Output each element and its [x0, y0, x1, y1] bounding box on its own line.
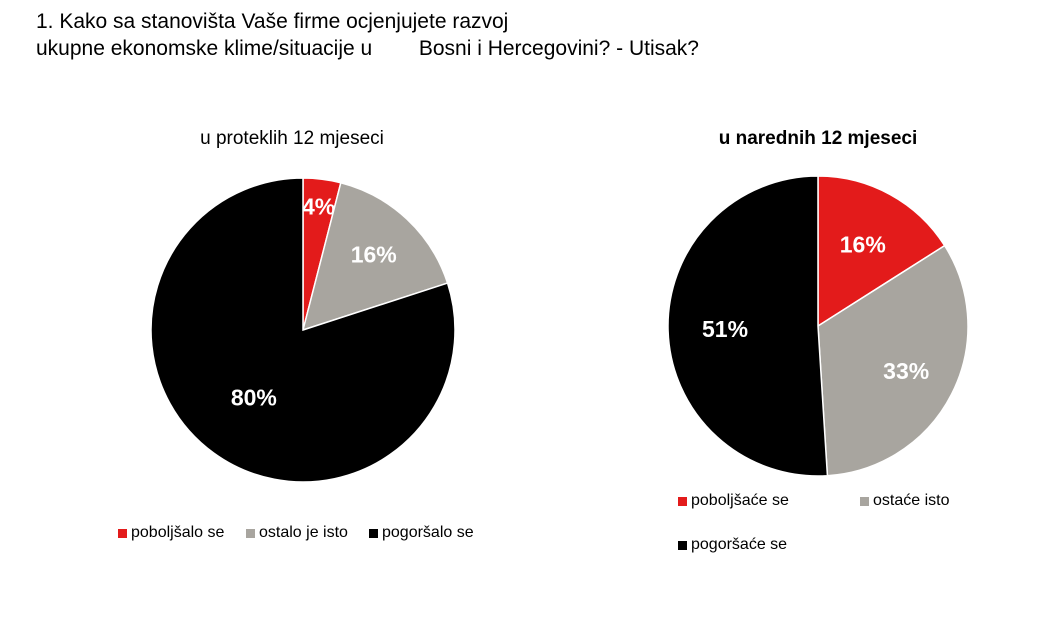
chart-2-slice-improved — [817, 175, 946, 328]
chart-1-legend-item-improved: poboljšalo se — [118, 524, 224, 542]
chart-2-slice-worse — [667, 175, 829, 477]
chart-1-slice-same — [301, 181, 449, 332]
page-title-line-1: 1. Kako sa stanovišta Vaše firme ocjenju… — [36, 10, 509, 33]
chart-2-slice-worse-label: 51% — [702, 316, 748, 342]
page-title-line-2: ukupne ekonomske klime/situacije u Bosni… — [36, 37, 699, 60]
chart-2-slice-same-label: 33% — [883, 358, 929, 384]
chart-1-title: u proteklih 12 mjeseci — [200, 128, 384, 149]
chart-1-slice-worse — [150, 177, 456, 483]
legend-label: ostalo je isto — [259, 524, 348, 541]
chart-2-legend-item-improve: poboljšaće se — [678, 492, 789, 510]
chart-1-legend-item-worse: pogoršalo se — [369, 524, 474, 542]
chart-1-slice-improved-label: 4% — [302, 193, 335, 219]
legend-swatch-black — [369, 528, 378, 538]
legend-swatch-red — [678, 496, 687, 506]
legend-swatch-gray — [860, 496, 869, 506]
chart-2-slice-improved-label: 16% — [840, 232, 886, 258]
legend-label: ostaće isto — [873, 492, 950, 509]
legend-label: pogoršaće se — [691, 536, 788, 553]
chart-1-slice-same-label: 16% — [351, 242, 397, 268]
legend-label: poboljšaće se — [691, 492, 789, 509]
chart-2-slice-same — [817, 244, 969, 477]
legend-swatch-black — [678, 540, 687, 550]
legend-label: pogoršalo se — [382, 524, 474, 541]
chart-2-legend-item-worse: pogoršaće se — [678, 536, 787, 554]
chart-2-title: u narednih 12 mjeseci — [718, 128, 918, 149]
chart-1-slice-worse-label: 80% — [231, 385, 277, 411]
legend-swatch-gray — [246, 528, 255, 538]
legend-label: poboljšalo se — [131, 524, 225, 541]
chart-1-legend-item-same: ostalo je isto — [246, 524, 348, 542]
legend-swatch-red — [118, 528, 127, 538]
chart-2-legend-item-same: ostaće isto — [860, 492, 949, 510]
page-title: 1. Kako sa stanovišta Vaše firme ocjenju… — [36, 8, 699, 62]
